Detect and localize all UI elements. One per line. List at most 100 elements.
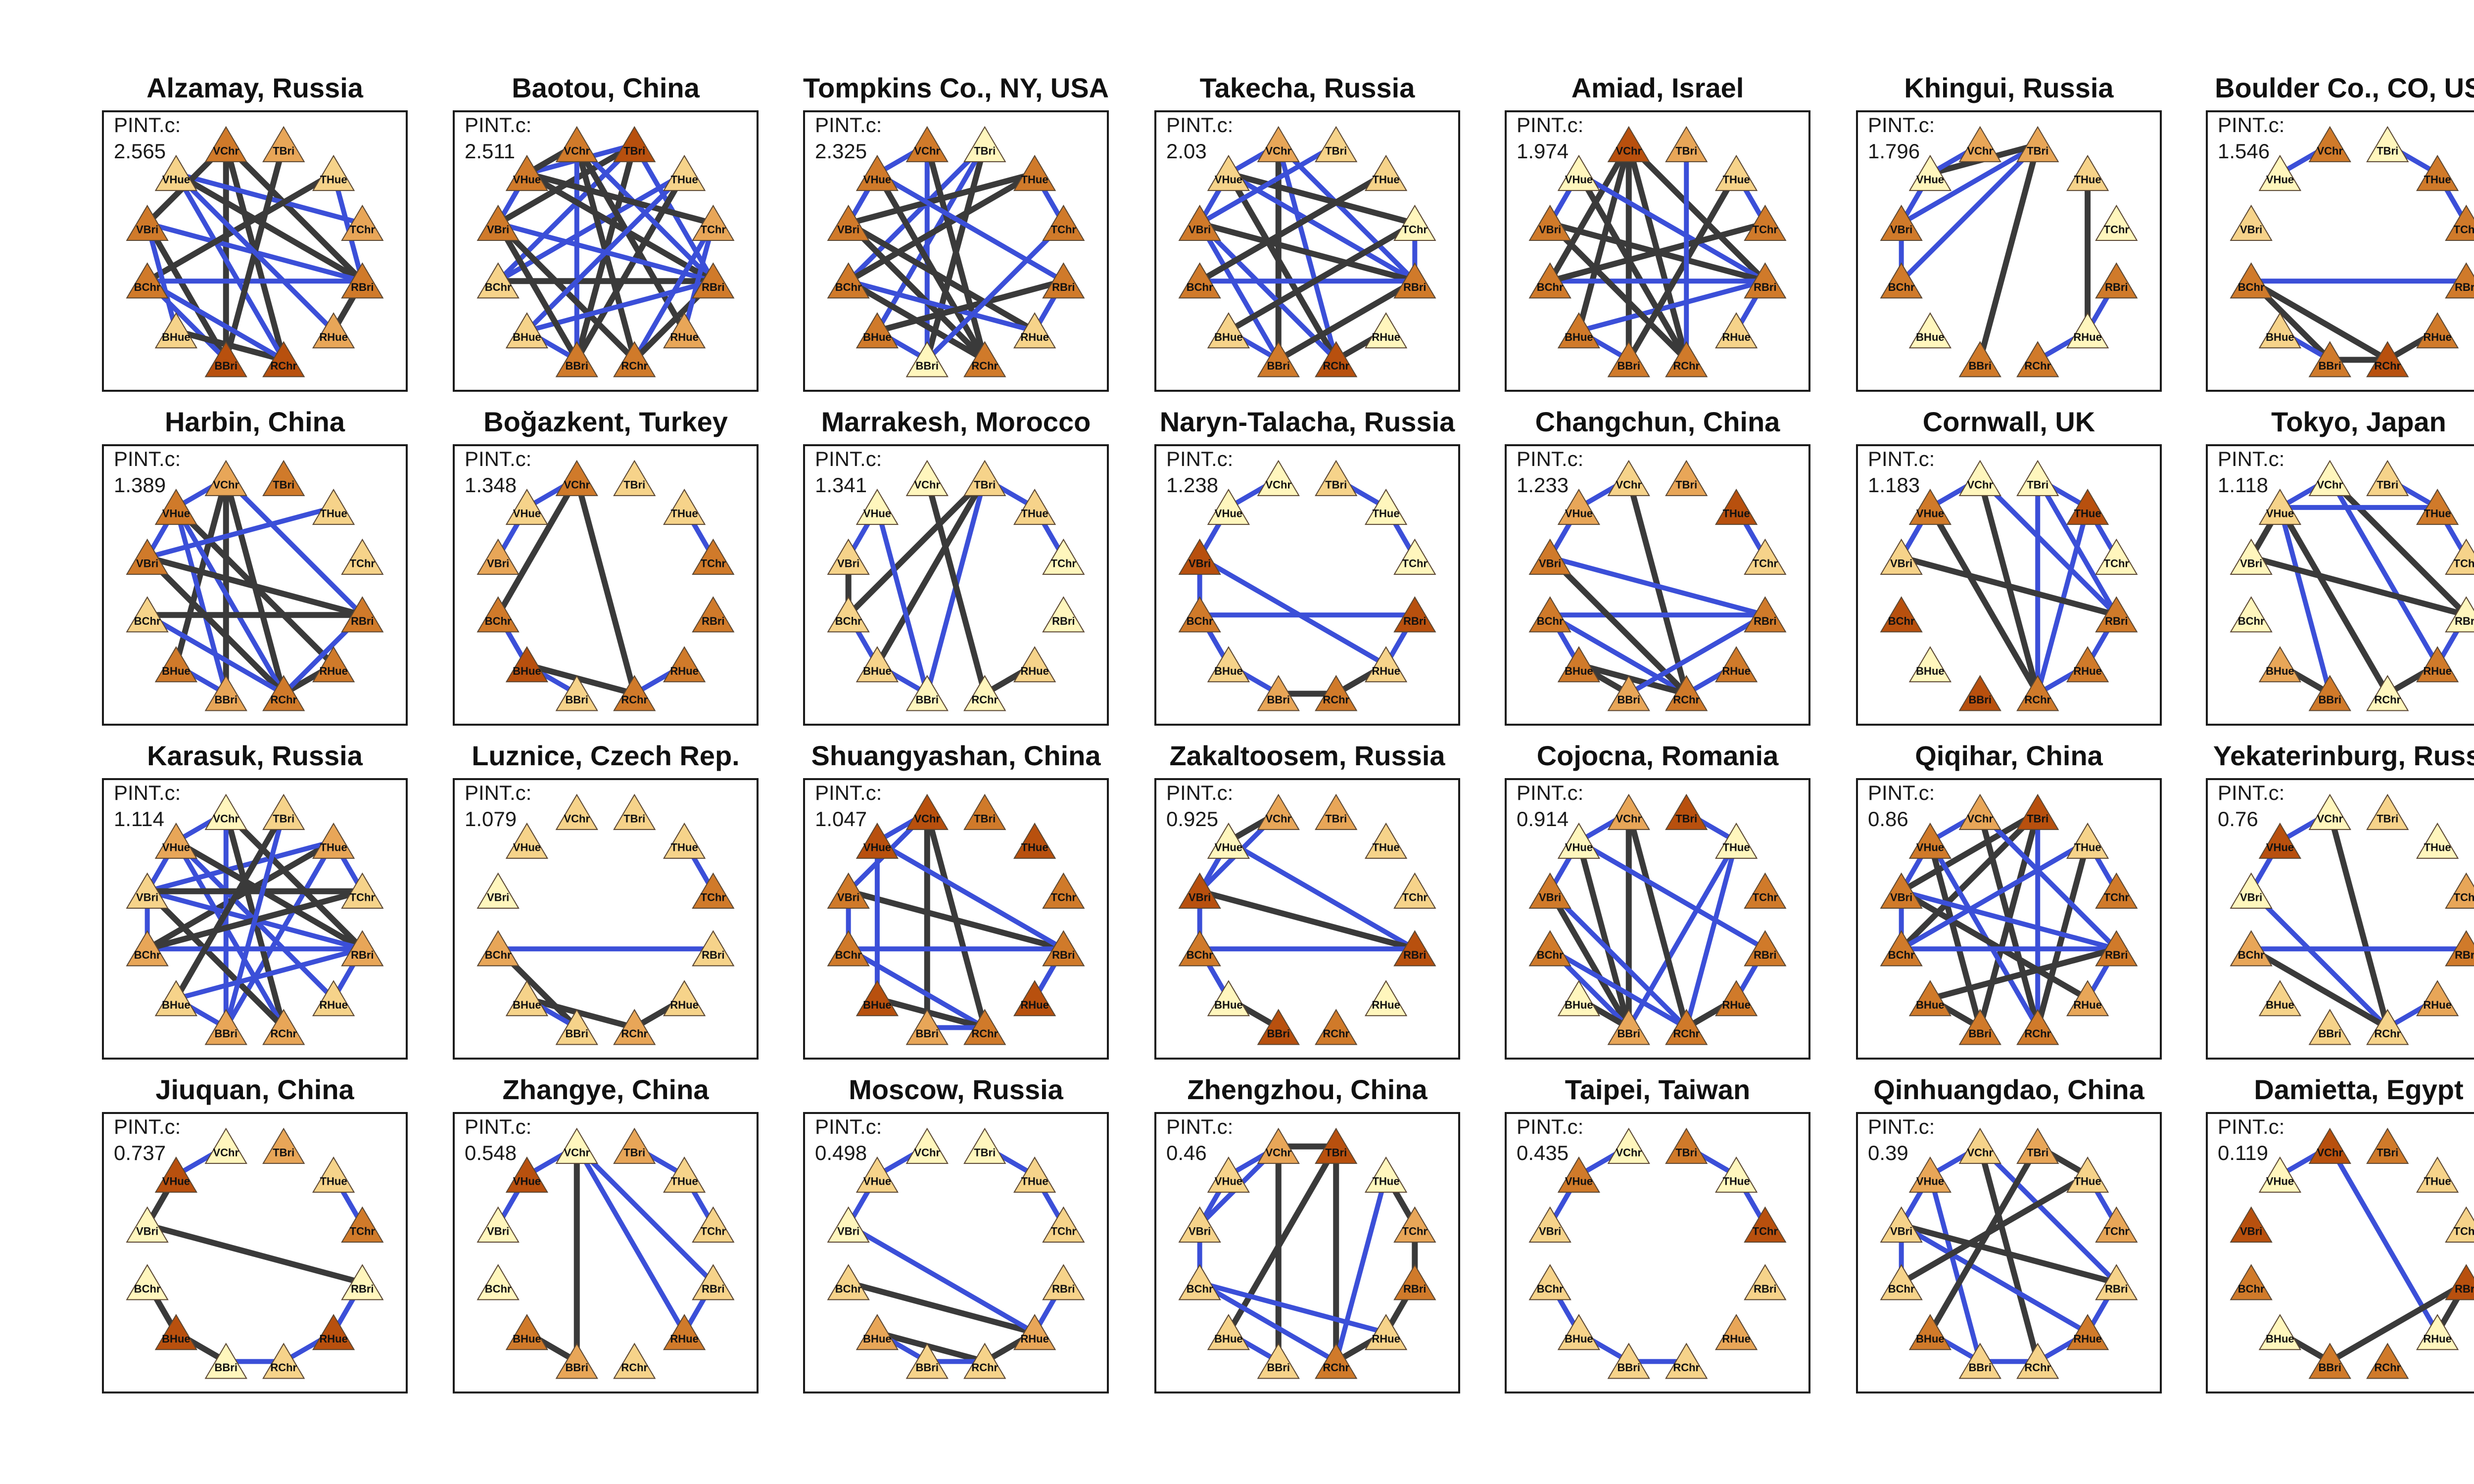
node-bbri: BBri xyxy=(204,341,247,377)
node-label: VChr xyxy=(564,144,590,157)
node-label: BBri xyxy=(916,1027,939,1040)
node-triangle xyxy=(963,793,1006,830)
node-triangle xyxy=(555,793,598,830)
node-label: BHue xyxy=(1214,665,1242,677)
node-triangle xyxy=(1908,1156,1952,1193)
node-triangle xyxy=(1665,1127,1708,1164)
node-triangle xyxy=(663,1314,706,1350)
negative-edge xyxy=(574,172,687,362)
node-label: BHue xyxy=(2266,999,2294,1011)
node-label: VChr xyxy=(914,478,940,491)
node-triangle xyxy=(1207,646,1250,683)
node-label: TBri xyxy=(974,1146,996,1159)
node-label: TBri xyxy=(1675,478,1697,491)
node-vbri: VBri xyxy=(2230,204,2273,241)
node-rbri: RBri xyxy=(2445,1264,2474,1300)
node-label: BHue xyxy=(863,1333,891,1345)
node-triangle xyxy=(663,646,706,683)
node-label: TBri xyxy=(2377,144,2398,157)
node-label: BBri xyxy=(1267,694,1290,706)
node-bhue: BHue xyxy=(856,980,899,1017)
node-label: RBri xyxy=(2105,281,2128,293)
node-bchr: BChr xyxy=(476,262,520,299)
metric-label: PINT.c: xyxy=(1166,447,1233,470)
node-bbri: BBri xyxy=(1607,675,1650,711)
node-vbri: VBri xyxy=(2230,538,2273,575)
metric-label: PINT.c: xyxy=(1166,113,1233,137)
positive-edge xyxy=(1198,1280,1337,1364)
node-thue: THue xyxy=(312,1156,355,1193)
node-label: VHue xyxy=(1565,508,1593,520)
node-triangle xyxy=(1178,930,1221,967)
node-triangle xyxy=(1315,460,1358,496)
node-triangle xyxy=(856,646,899,683)
node-triangle xyxy=(2258,488,2302,525)
node-label: THue xyxy=(2424,1175,2451,1188)
node-vbri: VBri xyxy=(476,204,520,241)
node-vhue: VHue xyxy=(154,822,198,859)
node-label: RBri xyxy=(702,615,724,627)
metric-label: PINT.c: xyxy=(1868,781,1935,804)
edge-group xyxy=(495,142,716,362)
node-label: VHue xyxy=(1565,174,1593,186)
node-tbri: TBri xyxy=(1665,126,1708,162)
metric-label: PINT.c: xyxy=(2218,447,2284,470)
node-label: VBri xyxy=(487,891,509,904)
node-triangle xyxy=(1958,341,2001,377)
node-tbri: TBri xyxy=(2366,793,2409,830)
node-vbri: VBri xyxy=(1528,1206,1571,1243)
edge-group xyxy=(1547,810,1767,1030)
node-label: RBri xyxy=(2455,1283,2474,1295)
node-triangle xyxy=(827,262,870,299)
node-label: RChr xyxy=(1323,1027,1349,1040)
node-label: BChr xyxy=(1537,281,1564,293)
metric-label: PINT.c: xyxy=(1868,113,1935,137)
node-triangle xyxy=(1042,930,1085,967)
node-label: RHue xyxy=(2423,665,2451,677)
node-tbri: TBri xyxy=(262,1127,305,1164)
node-rhue: RHue xyxy=(312,1314,355,1350)
node-triangle xyxy=(1958,460,2001,496)
node-triangle xyxy=(1557,312,1601,349)
node-triangle xyxy=(905,460,949,496)
node-vbri: VBri xyxy=(126,538,169,575)
positive-edge xyxy=(682,223,716,332)
node-label: BHue xyxy=(2266,665,2294,677)
network-panel: Shuangyashan, China PINT.c: 1.047 TBri THue T… xyxy=(803,740,1109,1060)
node-bchr: BChr xyxy=(1178,930,1221,967)
panel-title: Naryn-Talacha, Russia xyxy=(1160,406,1455,437)
node-triangle xyxy=(204,1343,247,1379)
positive-edge xyxy=(876,171,1065,283)
node-vbri: VBri xyxy=(1178,1206,1221,1243)
node-label: TChr xyxy=(1051,224,1077,236)
node-triangle xyxy=(204,675,247,711)
negative-edge xyxy=(1901,1222,2117,1286)
metric-label: PINT.c: xyxy=(114,781,181,804)
node-triangle xyxy=(476,1264,520,1300)
node-label: THue xyxy=(2424,508,2451,520)
node-rchr: RChr xyxy=(1315,675,1358,711)
node-label: VChr xyxy=(564,1146,590,1159)
node-thue: THue xyxy=(663,822,706,859)
node-label: BBri xyxy=(215,1027,238,1040)
node-triangle xyxy=(1557,822,1601,859)
node-label: VHue xyxy=(162,508,190,520)
node-triangle xyxy=(126,538,169,575)
positive-edge xyxy=(1684,840,1739,1028)
node-bchr: BChr xyxy=(1528,930,1571,967)
negative-edge xyxy=(525,171,715,284)
node-vchr: VChr xyxy=(1257,460,1300,496)
metric-value: 0.39 xyxy=(1868,1141,1908,1164)
node-triangle xyxy=(856,1314,899,1350)
node-label: TBri xyxy=(623,144,645,157)
node-label: TBri xyxy=(273,144,294,157)
node-label: VBri xyxy=(1539,557,1561,570)
node-triangle xyxy=(905,1009,949,1045)
node-vhue: VHue xyxy=(1207,154,1250,191)
node-vhue: VHue xyxy=(1207,1156,1250,1193)
node-triangle xyxy=(262,126,305,162)
node-triangle xyxy=(2258,312,2302,349)
node-label: BBri xyxy=(1618,1361,1640,1374)
node-triangle xyxy=(262,1343,305,1379)
node-vchr: VChr xyxy=(1607,1127,1650,1164)
